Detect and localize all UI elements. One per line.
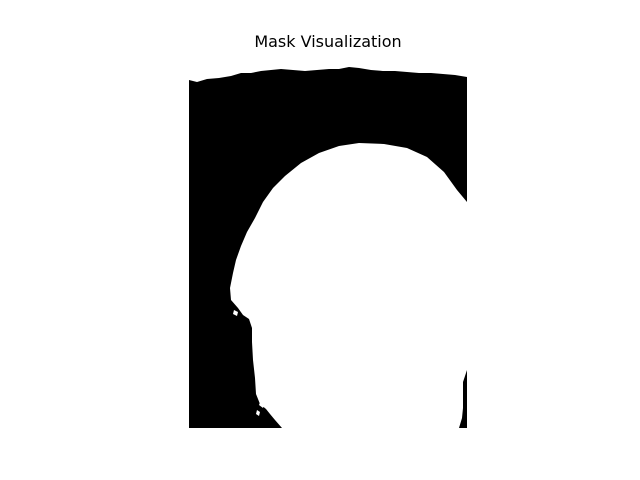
mask-foreground-region: [230, 143, 467, 428]
figure-title: Mask Visualization: [254, 32, 402, 51]
mask-speckle: [233, 310, 265, 416]
mask-image: [189, 67, 467, 428]
